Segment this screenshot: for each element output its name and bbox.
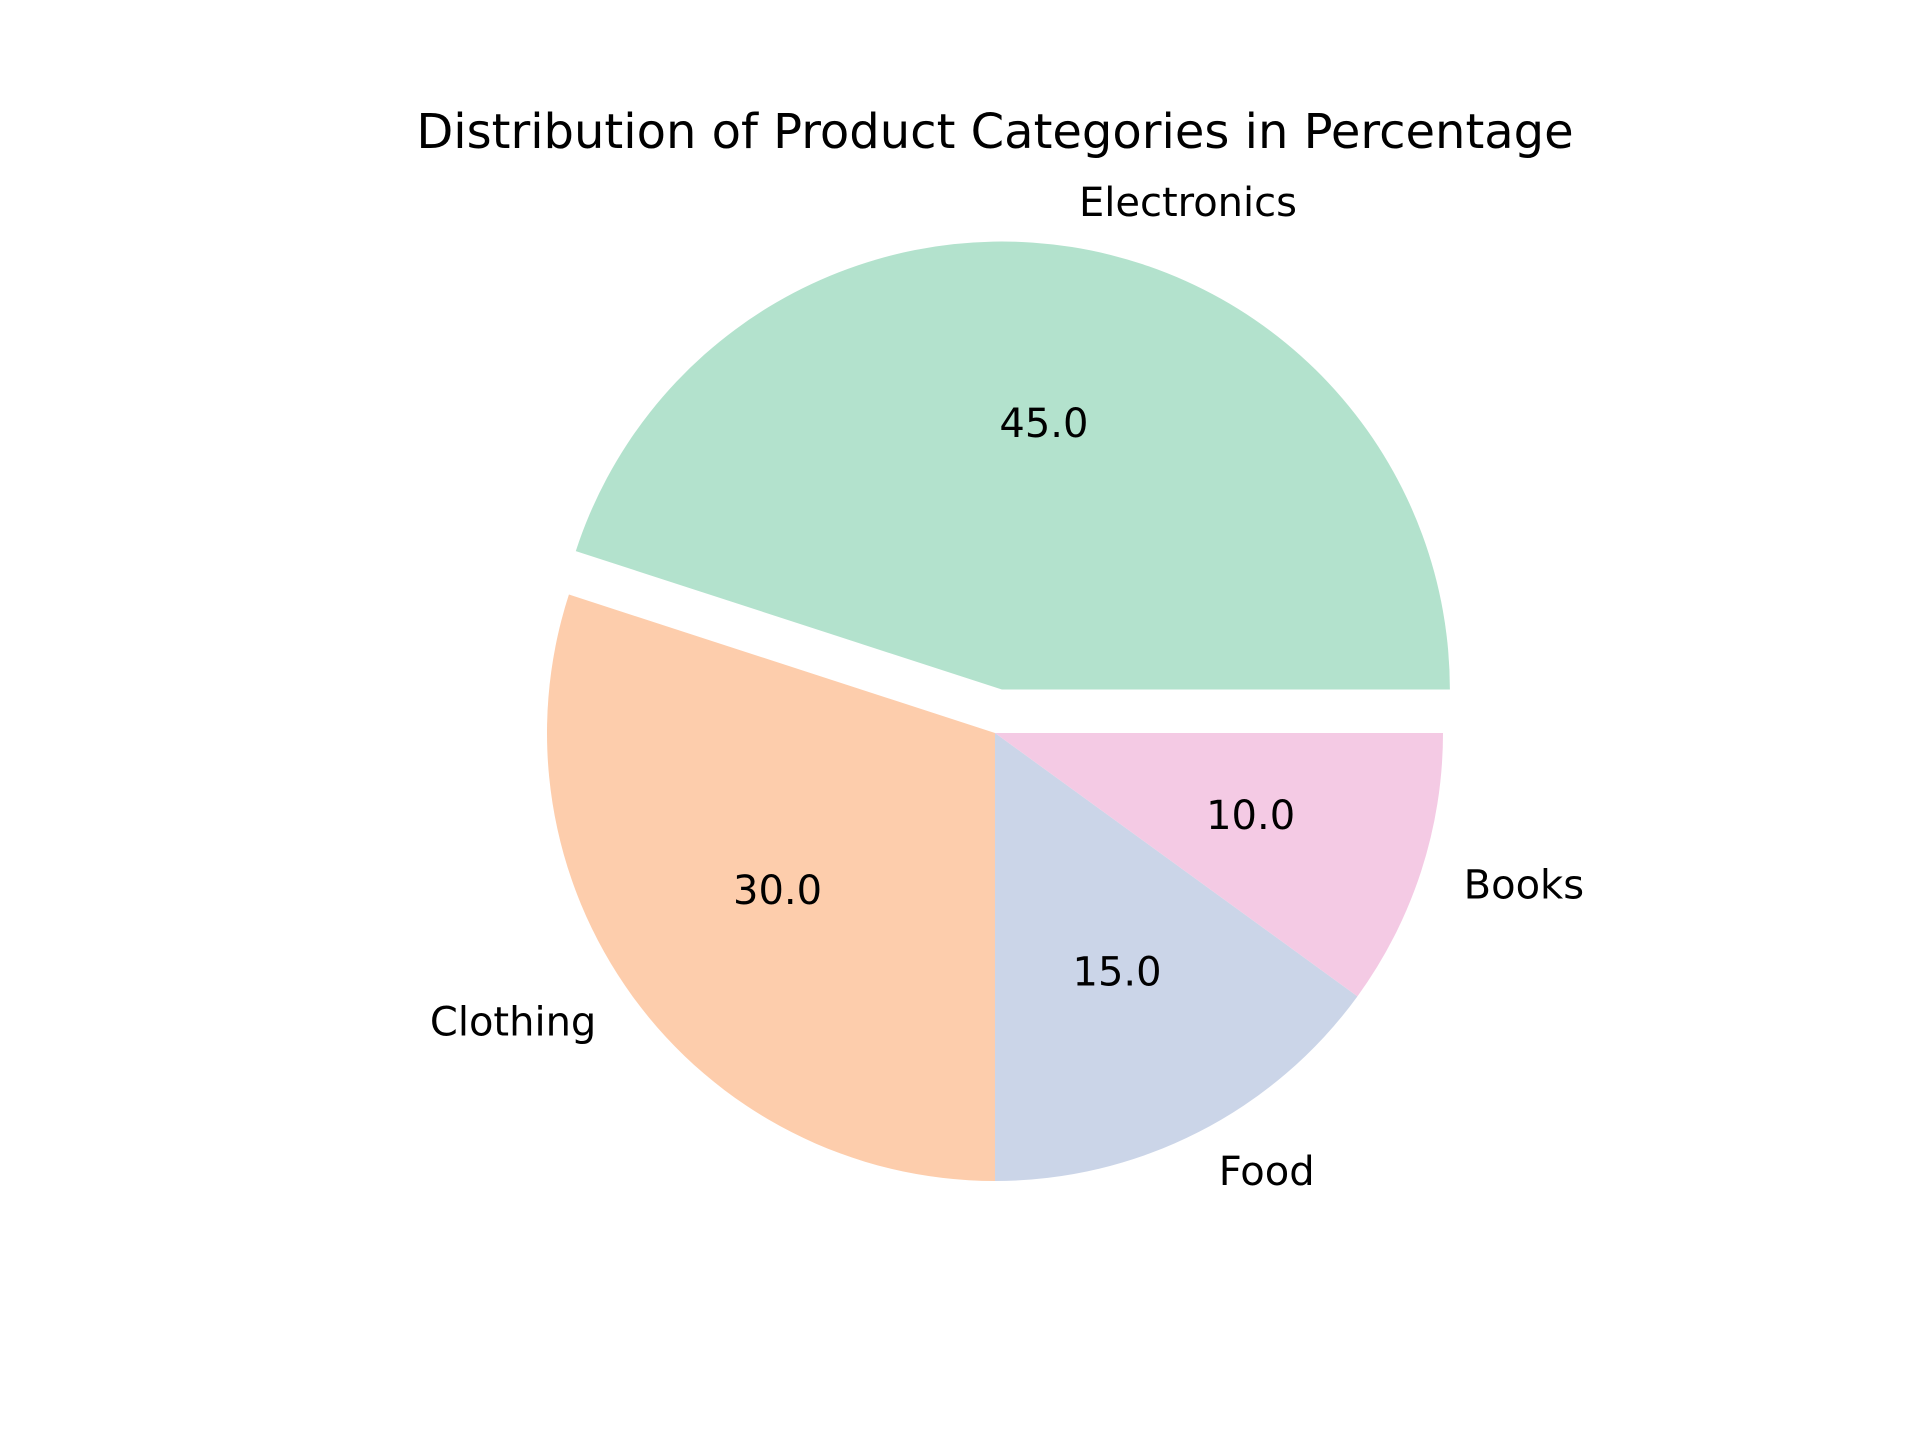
slices-group	[547, 241, 1450, 1181]
labels-group: Electronics 45.0 Clothing 30.0 Food 15.0 Books…	[430, 180, 1584, 1195]
slice-label-food: Food	[1219, 1149, 1315, 1195]
pie-slice-clothing	[547, 594, 995, 1181]
value-label-clothing: 30.0	[733, 868, 822, 914]
slice-label-electronics: Electronics	[1079, 180, 1297, 226]
chart-title: Distribution of Product Categories in Pe…	[416, 104, 1573, 160]
pie-slice-electronics	[575, 241, 1450, 690]
value-label-electronics: 45.0	[999, 401, 1088, 447]
value-label-books: 10.0	[1206, 793, 1295, 839]
slice-label-books: Books	[1464, 862, 1584, 908]
value-label-food: 15.0	[1073, 950, 1162, 996]
pie-slice-books	[995, 733, 1443, 997]
slice-label-clothing: Clothing	[430, 1000, 596, 1046]
pie-slice-food	[995, 733, 1358, 1181]
